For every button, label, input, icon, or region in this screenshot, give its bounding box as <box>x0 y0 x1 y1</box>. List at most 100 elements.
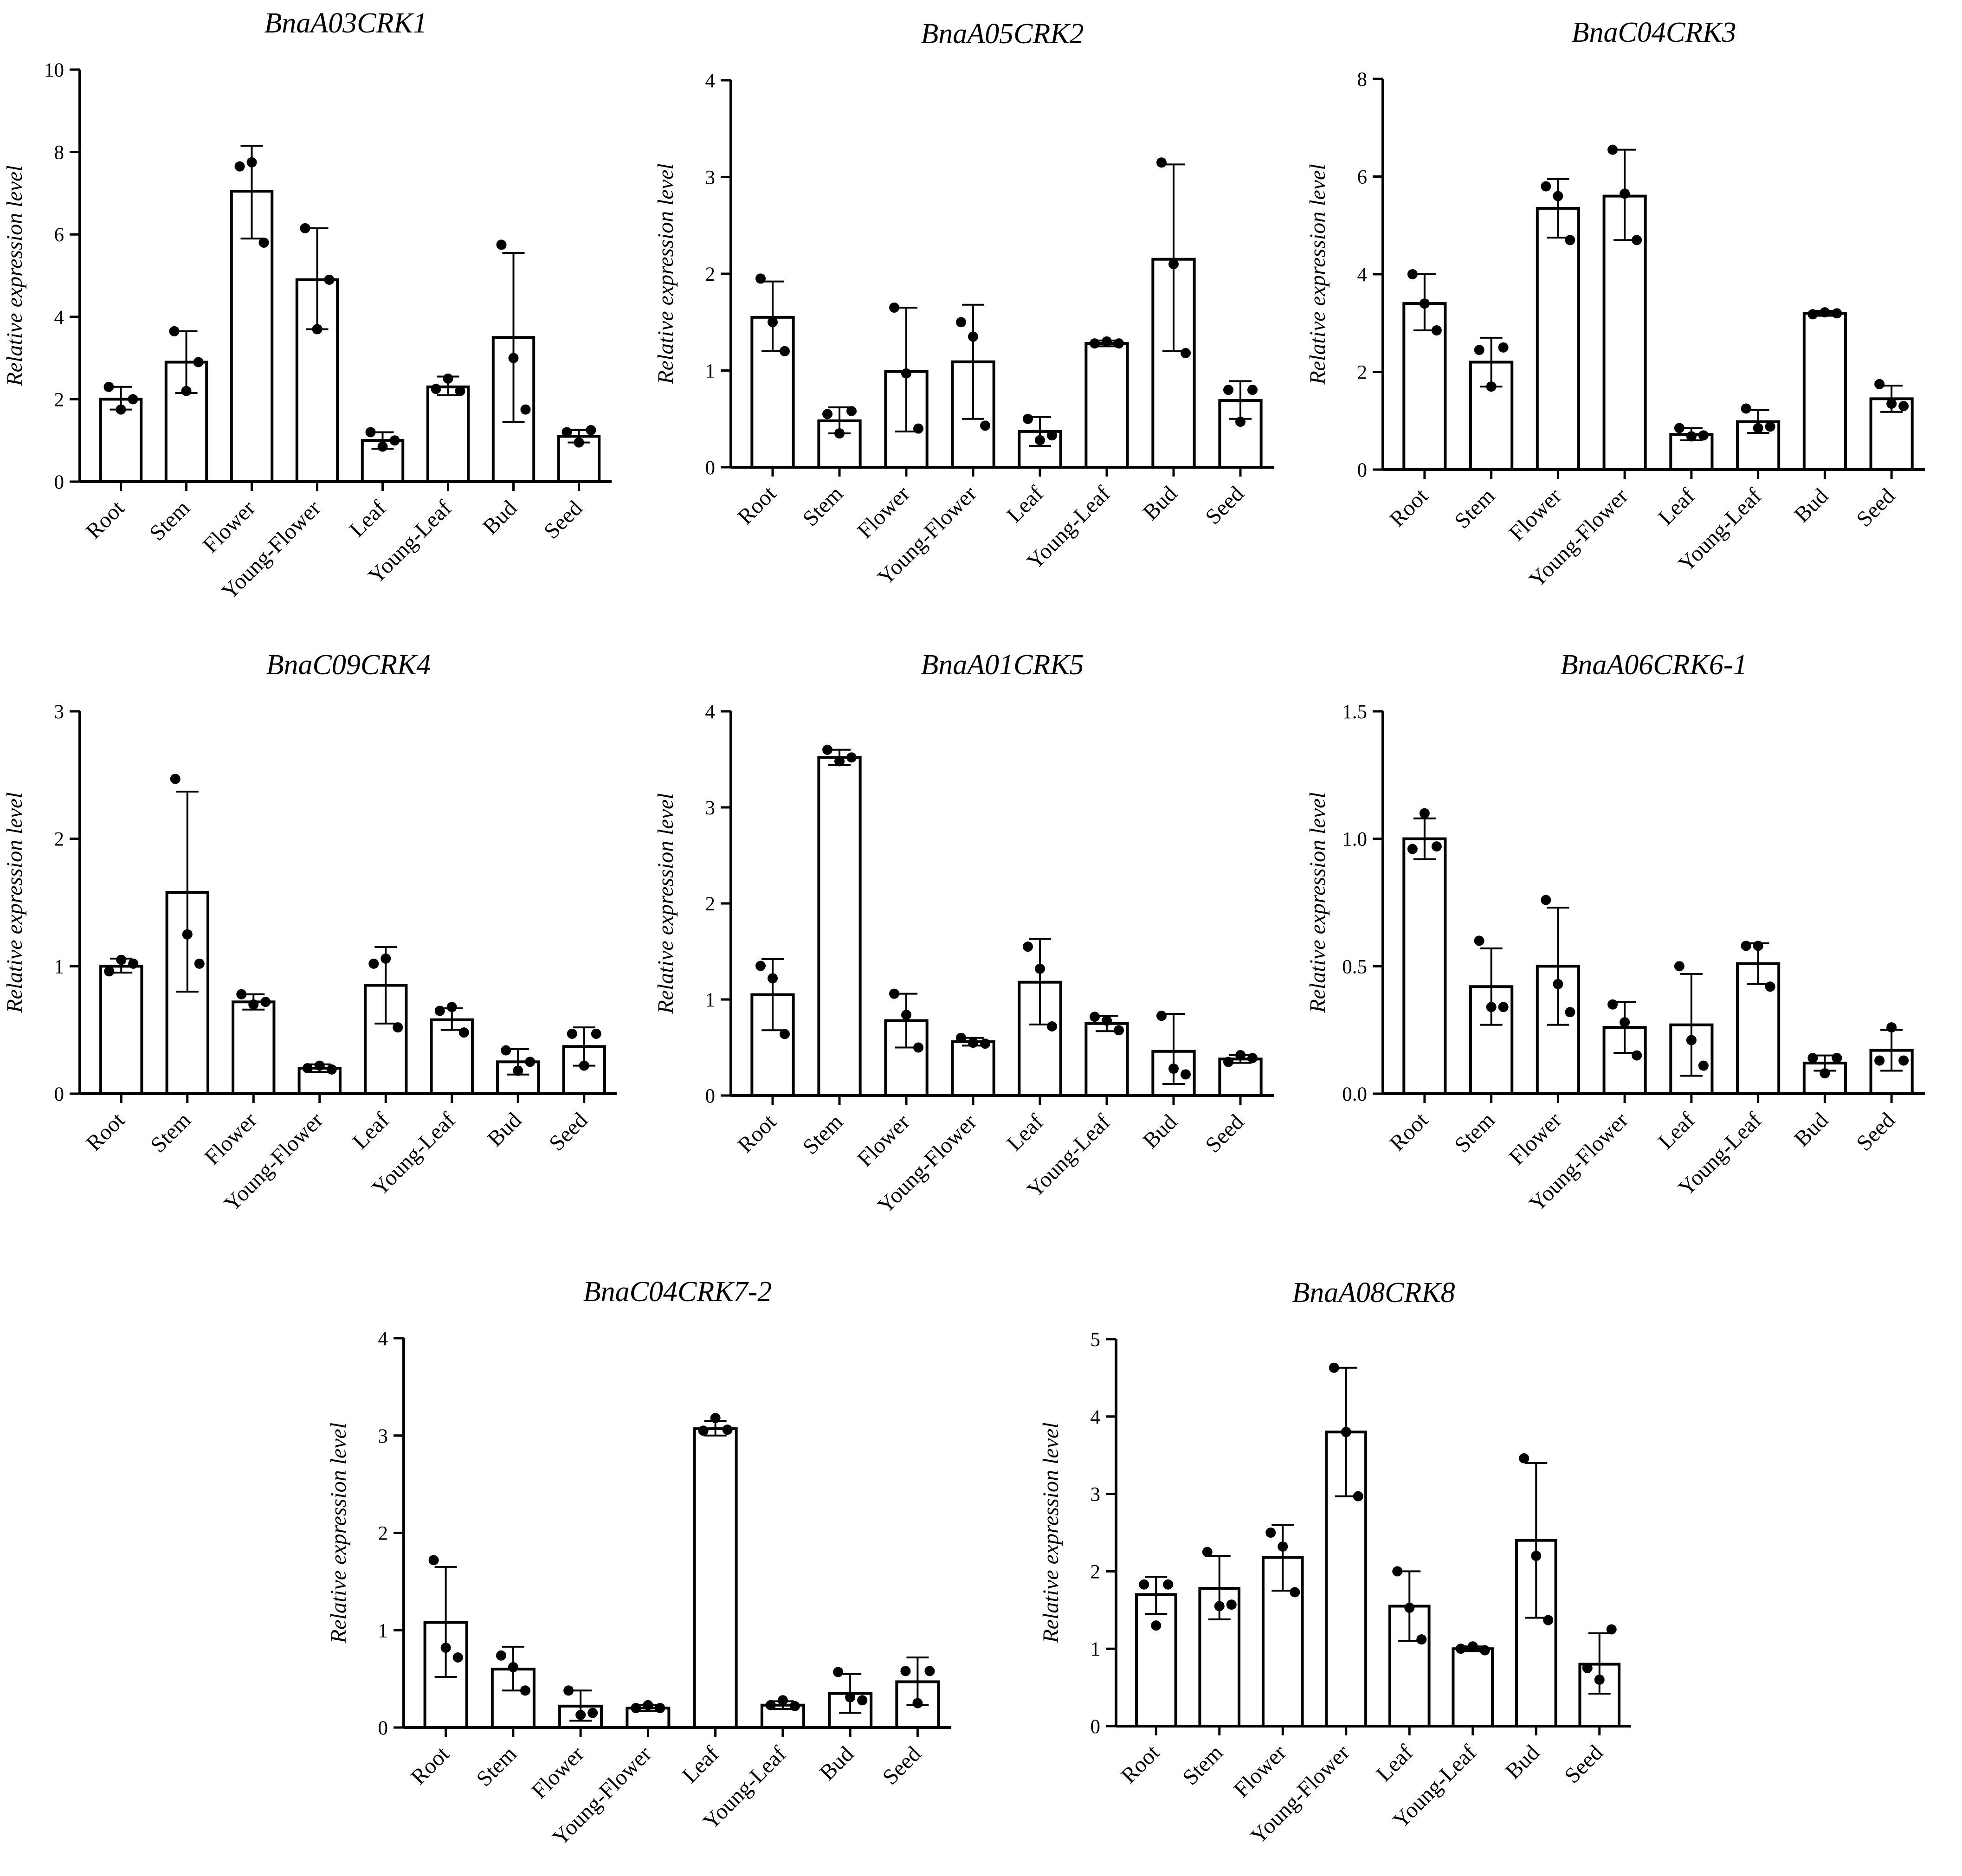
replicate-point <box>643 1700 653 1710</box>
x-tick-label: Bud <box>1138 1109 1182 1153</box>
replicate-point <box>1832 1053 1842 1064</box>
replicate-point <box>508 353 519 363</box>
x-tick-label: Root <box>81 496 129 544</box>
replicate-point <box>822 409 833 419</box>
replicate-point <box>1543 1615 1554 1625</box>
replicate-point <box>1698 1060 1709 1071</box>
x-tick-label: Root <box>1385 484 1433 532</box>
chart-title: BnaC04CRK7-2 <box>583 1276 772 1308</box>
chart-panel-6: BnaA06CRK6-1 Relative expression level 0.0… <box>1305 649 1925 1216</box>
x-tick-label: Leaf <box>345 496 391 542</box>
bar-stem <box>817 756 862 1097</box>
y-tick-label: 0 <box>705 457 716 479</box>
x-tick-label: Flower <box>852 1109 915 1172</box>
chart-panel-1: BnaA03CRK1 Relative expression level 0 2 4 6 8… <box>2 7 612 604</box>
replicate-point <box>116 954 127 965</box>
replicate-point <box>381 953 391 964</box>
replicate-point <box>1047 1021 1057 1031</box>
x-tick-label: Leaf <box>678 1741 724 1788</box>
replicate-point <box>1486 1002 1497 1012</box>
replicate-point <box>1553 979 1563 989</box>
replicate-point <box>1874 379 1885 389</box>
replicate-point <box>586 425 596 435</box>
x-tick-label: Root <box>82 1108 130 1156</box>
chart-title: BnaA06CRK6-1 <box>1561 649 1748 681</box>
replicate-point <box>1807 309 1818 320</box>
bar-root <box>99 965 143 1095</box>
y-tick-label: 6 <box>1357 167 1368 188</box>
replicate-point <box>377 441 388 452</box>
replicate-point <box>575 1709 586 1720</box>
replicate-point <box>912 1698 923 1708</box>
replicate-point <box>722 1425 733 1435</box>
replicate-point <box>1114 338 1124 349</box>
y-tick-label: 4 <box>378 1328 388 1350</box>
y-axis-title: Relative expression level <box>1305 164 1330 385</box>
y-tick-label: 1 <box>1091 1638 1101 1660</box>
replicate-point <box>1416 1634 1427 1645</box>
x-tick-label: Root <box>406 1741 454 1790</box>
replicate-point <box>365 427 376 438</box>
x-tick-label: Bud <box>478 496 522 539</box>
chart-panel-2: BnaA05CRK2 Relative expression level 0 1 2 3 4… <box>653 18 1274 590</box>
replicate-point <box>567 1028 577 1039</box>
replicate-point <box>1820 307 1830 318</box>
replicate-point <box>1565 1007 1575 1018</box>
x-tick-label: Stem <box>798 481 848 531</box>
bar-young-leaf <box>1084 342 1129 469</box>
replicate-point <box>1455 1644 1466 1654</box>
y-tick-label: 10 <box>44 59 64 81</box>
x-tick-label: Flower <box>1229 1740 1291 1802</box>
replicate-point <box>1226 1599 1237 1610</box>
replicate-point <box>1047 430 1057 441</box>
replicate-point <box>428 1555 439 1566</box>
replicate-point <box>258 237 269 248</box>
replicate-point <box>1498 1002 1509 1012</box>
replicate-point <box>1090 1012 1100 1022</box>
replicate-point <box>1023 941 1033 952</box>
replicate-point <box>193 357 204 367</box>
replicate-point <box>1474 345 1484 355</box>
y-tick-label: 2 <box>705 264 716 285</box>
replicate-point <box>1235 417 1246 427</box>
y-axis-title: Relative expression level <box>2 165 27 386</box>
y-tick-label: 2 <box>378 1523 388 1545</box>
replicate-point <box>889 988 899 999</box>
replicate-point <box>520 1685 530 1696</box>
replicate-point <box>443 374 453 384</box>
y-tick-label: 4 <box>705 701 716 723</box>
replicate-point <box>1565 235 1575 245</box>
replicate-point <box>1467 1641 1478 1652</box>
replicate-point <box>631 1703 641 1714</box>
replicate-point <box>1168 259 1179 270</box>
replicate-point <box>260 997 271 1007</box>
replicate-point <box>1674 423 1684 433</box>
replicate-point <box>1698 430 1709 441</box>
replicate-point <box>234 161 245 172</box>
y-axis-title: Relative expression level <box>1039 1422 1063 1643</box>
replicate-point <box>780 1029 790 1039</box>
replicate-point <box>1498 342 1509 353</box>
replicate-point <box>1392 1566 1403 1577</box>
x-tick-label: Bud <box>483 1108 526 1151</box>
replicate-point <box>1163 1579 1174 1590</box>
y-tick-label: 0 <box>54 471 65 493</box>
replicate-point <box>246 157 257 168</box>
y-tick-label: 6 <box>54 224 65 246</box>
replicate-point <box>1353 1491 1363 1502</box>
replicate-point <box>104 966 115 977</box>
bar-young-flower <box>951 1040 995 1097</box>
replicate-point <box>698 1425 709 1436</box>
replicate-point <box>1741 403 1751 414</box>
replicate-point <box>1620 1017 1630 1028</box>
replicate-point <box>525 1057 536 1067</box>
replicate-point <box>574 437 584 448</box>
chart-panel-4: BnaC09CRK4 Relative expression level 0 1 2 3 R… <box>2 649 617 1216</box>
replicate-point <box>1431 841 1442 852</box>
replicate-point <box>1419 808 1430 819</box>
y-tick-label: 5 <box>1091 1329 1101 1351</box>
replicate-point <box>1247 385 1258 395</box>
replicate-point <box>248 999 259 1010</box>
y-tick-label: 4 <box>1091 1406 1101 1428</box>
replicate-point <box>128 394 138 405</box>
